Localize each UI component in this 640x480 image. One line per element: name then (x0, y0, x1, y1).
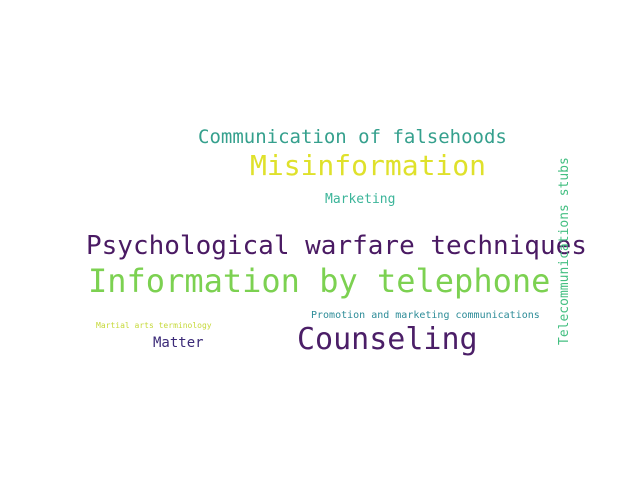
word-counseling: Counseling (297, 322, 478, 357)
word-information-by-telephone: Information by telephone (88, 262, 551, 300)
word-psychological-warfare-techniques: Psychological warfare techniques (86, 231, 587, 261)
word-martial-arts-terminology: Martial arts terminology (96, 321, 212, 330)
word-matter: Matter (153, 335, 204, 351)
word-telecommunications-stubs: Telecommunications stubs (557, 157, 572, 345)
word-marketing: Marketing (325, 192, 396, 207)
word-promotion-and-marketing-communications: Promotion and marketing communications (311, 310, 540, 321)
word-communication-of-falsehoods: Communication of falsehoods (198, 126, 507, 148)
word-misinformation: Misinformation (250, 149, 487, 182)
